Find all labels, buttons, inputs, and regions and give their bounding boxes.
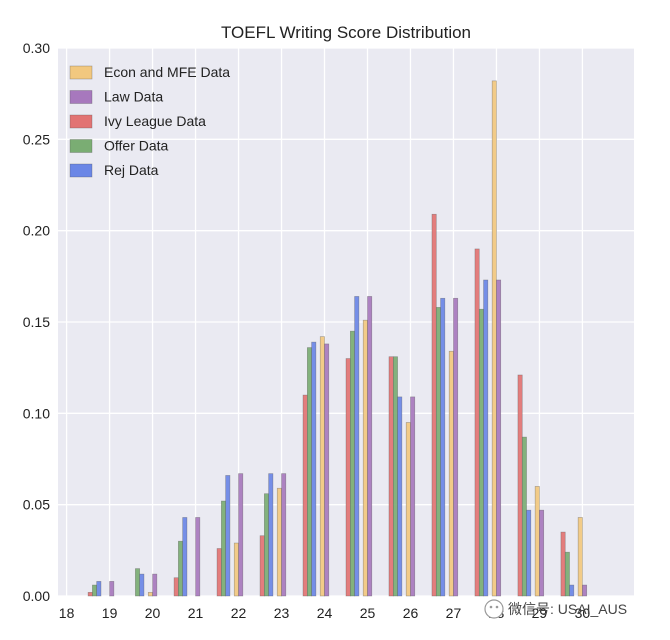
bar	[478, 308, 484, 597]
bar	[569, 584, 575, 597]
bar	[221, 500, 226, 597]
bar	[560, 531, 566, 597]
y-tick-label: 0.30	[23, 40, 50, 56]
bar	[349, 330, 355, 597]
x-tick-label: 23	[274, 605, 290, 621]
x-tick-label: 30	[575, 605, 591, 621]
bar	[302, 394, 308, 597]
bars	[87, 80, 588, 597]
y-tick-label: 0.10	[23, 405, 50, 421]
x-tick-label: 21	[188, 605, 204, 621]
watermark: 微信号: USAI_AUS	[484, 599, 627, 619]
bar	[173, 577, 179, 597]
bar	[539, 509, 545, 597]
bar	[238, 473, 244, 597]
legend-swatch	[69, 65, 93, 80]
bar	[109, 581, 115, 597]
bar	[453, 297, 459, 597]
bar	[281, 473, 287, 597]
wechat-icon-eye-left	[489, 605, 493, 609]
x-tick-label: 26	[403, 605, 419, 621]
legend-swatch	[69, 114, 93, 129]
legend: Econ and MFE Data Law Data Ivy League Data…	[69, 64, 230, 178]
bar	[431, 213, 437, 597]
bar	[577, 517, 583, 597]
bar	[397, 396, 403, 597]
y-tick-label: 0.25	[23, 131, 50, 147]
bar	[139, 573, 145, 597]
bar	[405, 422, 411, 597]
bar	[268, 473, 274, 597]
watermark-text: 微信号: USAI_AUS	[508, 601, 627, 617]
bar	[233, 542, 239, 597]
chart-title: TOEFL Writing Score Distribution	[221, 23, 471, 42]
bar	[259, 535, 265, 597]
x-tick-label: 25	[360, 605, 376, 621]
y-tick-label: 0.15	[23, 314, 50, 330]
bar	[311, 341, 317, 597]
legend-label: Law Data	[104, 89, 163, 105]
bar	[491, 80, 497, 597]
x-axis-ticks: 18192021222324252627282930	[59, 605, 591, 621]
bar	[324, 343, 330, 597]
bar	[87, 592, 93, 597]
legend-swatch	[69, 139, 93, 153]
bar	[264, 493, 269, 597]
x-tick-label: 20	[145, 605, 161, 621]
x-tick-label: 24	[317, 605, 333, 621]
bar	[448, 350, 454, 597]
legend-label: Rej Data	[104, 162, 159, 178]
bar	[152, 573, 158, 597]
bar	[319, 336, 325, 597]
x-tick-label: 27	[446, 605, 462, 621]
bar	[435, 307, 441, 597]
bar	[534, 486, 540, 597]
bar	[354, 296, 360, 597]
bar	[178, 540, 183, 597]
bar	[276, 487, 282, 597]
legend-label: Offer Data	[104, 138, 169, 154]
bar	[474, 248, 480, 597]
bar	[195, 517, 201, 597]
bar	[521, 436, 527, 597]
bar	[496, 279, 502, 597]
bar	[440, 297, 446, 597]
y-tick-label: 0.00	[23, 588, 50, 604]
x-tick-label: 18	[59, 605, 75, 621]
bar	[410, 396, 416, 597]
legend-swatch	[69, 90, 93, 104]
bar	[367, 296, 373, 597]
y-tick-label: 0.05	[23, 497, 50, 513]
legend-label: Econ and MFE Data	[104, 64, 230, 80]
y-axis-ticks: 0.00 0.05 0.10 0.15 0.20 0.25 0.30	[23, 40, 50, 604]
bar	[392, 356, 398, 597]
bar	[345, 358, 351, 597]
bar	[96, 581, 102, 597]
bar	[517, 374, 523, 597]
bar	[483, 279, 489, 597]
bar	[216, 548, 222, 597]
legend-label: Ivy League Data	[104, 113, 206, 129]
bar	[526, 509, 532, 597]
bar	[564, 551, 570, 597]
bar	[135, 568, 140, 597]
bar	[147, 592, 153, 597]
bar	[225, 475, 231, 597]
y-tick-label: 0.20	[23, 223, 50, 239]
legend-swatch	[69, 163, 93, 178]
bar	[388, 356, 394, 597]
wechat-icon-eye-right	[495, 605, 499, 609]
bar	[92, 584, 97, 597]
bar	[582, 584, 588, 597]
x-tick-label: 19	[102, 605, 118, 621]
bar	[182, 517, 188, 597]
bar	[362, 319, 368, 597]
x-tick-label: 22	[231, 605, 247, 621]
bar	[307, 347, 312, 597]
wechat-icon	[484, 599, 504, 619]
x-tick-label: 29	[532, 605, 548, 621]
